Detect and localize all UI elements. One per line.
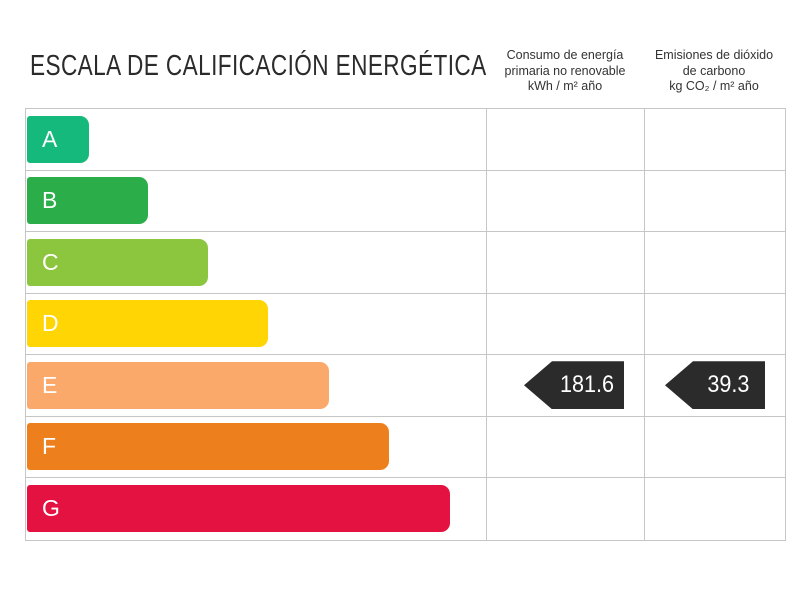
grade-c-letter: C	[42, 248, 59, 275]
grade-f-bar: F	[27, 423, 389, 470]
grade-c-emissions-cell	[645, 232, 785, 294]
grade-f-consumption-cell	[487, 416, 645, 478]
grade-c-consumption-cell	[487, 232, 645, 294]
emissions-header-units: kg CO₂ / m² año	[669, 79, 759, 93]
emissions-header-line-2: de carbono	[682, 63, 746, 78]
grade-a-bar: A	[27, 115, 89, 163]
emissions-rating-arrow-icon: 39.3	[665, 361, 765, 410]
emissions-column-header: Emisiones de dióxido de carbono kg CO₂ /…	[644, 48, 784, 95]
grade-a-emissions-cell	[645, 109, 785, 171]
grade-g-bar: G	[27, 484, 450, 532]
grade-b-letter: B	[42, 187, 58, 213]
grade-b-emissions-cell	[645, 170, 785, 232]
grade-g-letter: G	[42, 494, 60, 521]
grade-g-bar-cell: G	[26, 478, 487, 540]
grade-d-consumption-cell	[487, 293, 645, 355]
grade-g-consumption-cell	[487, 478, 645, 540]
grade-e-consumption-cell: 181.6	[487, 355, 645, 417]
emissions-header-line-1: Emisiones de dióxido	[654, 48, 774, 62]
grade-d-bar: D	[27, 300, 268, 347]
grade-c-bar-cell: C	[26, 232, 487, 294]
grade-e-bar: E	[27, 361, 329, 409]
consumption-column-header: Consumo de energía primaria no renovable…	[486, 48, 644, 95]
grade-a-consumption-cell	[487, 109, 645, 171]
grade-d-emissions-cell	[645, 293, 785, 355]
consumption-rating-arrow-icon: 181.6	[524, 361, 624, 410]
grade-f-letter: F	[42, 433, 57, 459]
consumption-header-units: kWh / m² año	[527, 79, 603, 93]
grade-a-letter: A	[42, 125, 58, 152]
consumption-header-line-1: Consumo de energía	[506, 48, 624, 62]
consumption-header-line-2: primaria no renovable	[504, 63, 626, 78]
grade-c-bar: C	[27, 238, 208, 286]
grade-e-letter: E	[42, 371, 58, 398]
grade-a-bar-cell: A	[26, 109, 487, 171]
grade-f-bar-cell: F	[26, 416, 487, 478]
page-title: ESCALA DE CALIFICACIÓN ENERGÉTICA	[30, 50, 487, 82]
grade-e-bar-cell: E	[26, 355, 487, 417]
grade-e-emissions-cell: 39.3	[645, 355, 785, 417]
emissions-rating-value: 39.3	[706, 371, 750, 399]
grade-b-consumption-cell	[487, 170, 645, 232]
consumption-rating-value: 181.6	[559, 371, 615, 399]
grade-b-bar: B	[27, 177, 148, 224]
grade-f-emissions-cell	[645, 416, 785, 478]
rating-scale-table: A B C D	[25, 108, 786, 541]
grade-d-letter: D	[42, 310, 59, 336]
grade-d-bar-cell: D	[26, 293, 487, 355]
grade-b-bar-cell: B	[26, 170, 487, 232]
grade-g-emissions-cell	[645, 478, 785, 540]
